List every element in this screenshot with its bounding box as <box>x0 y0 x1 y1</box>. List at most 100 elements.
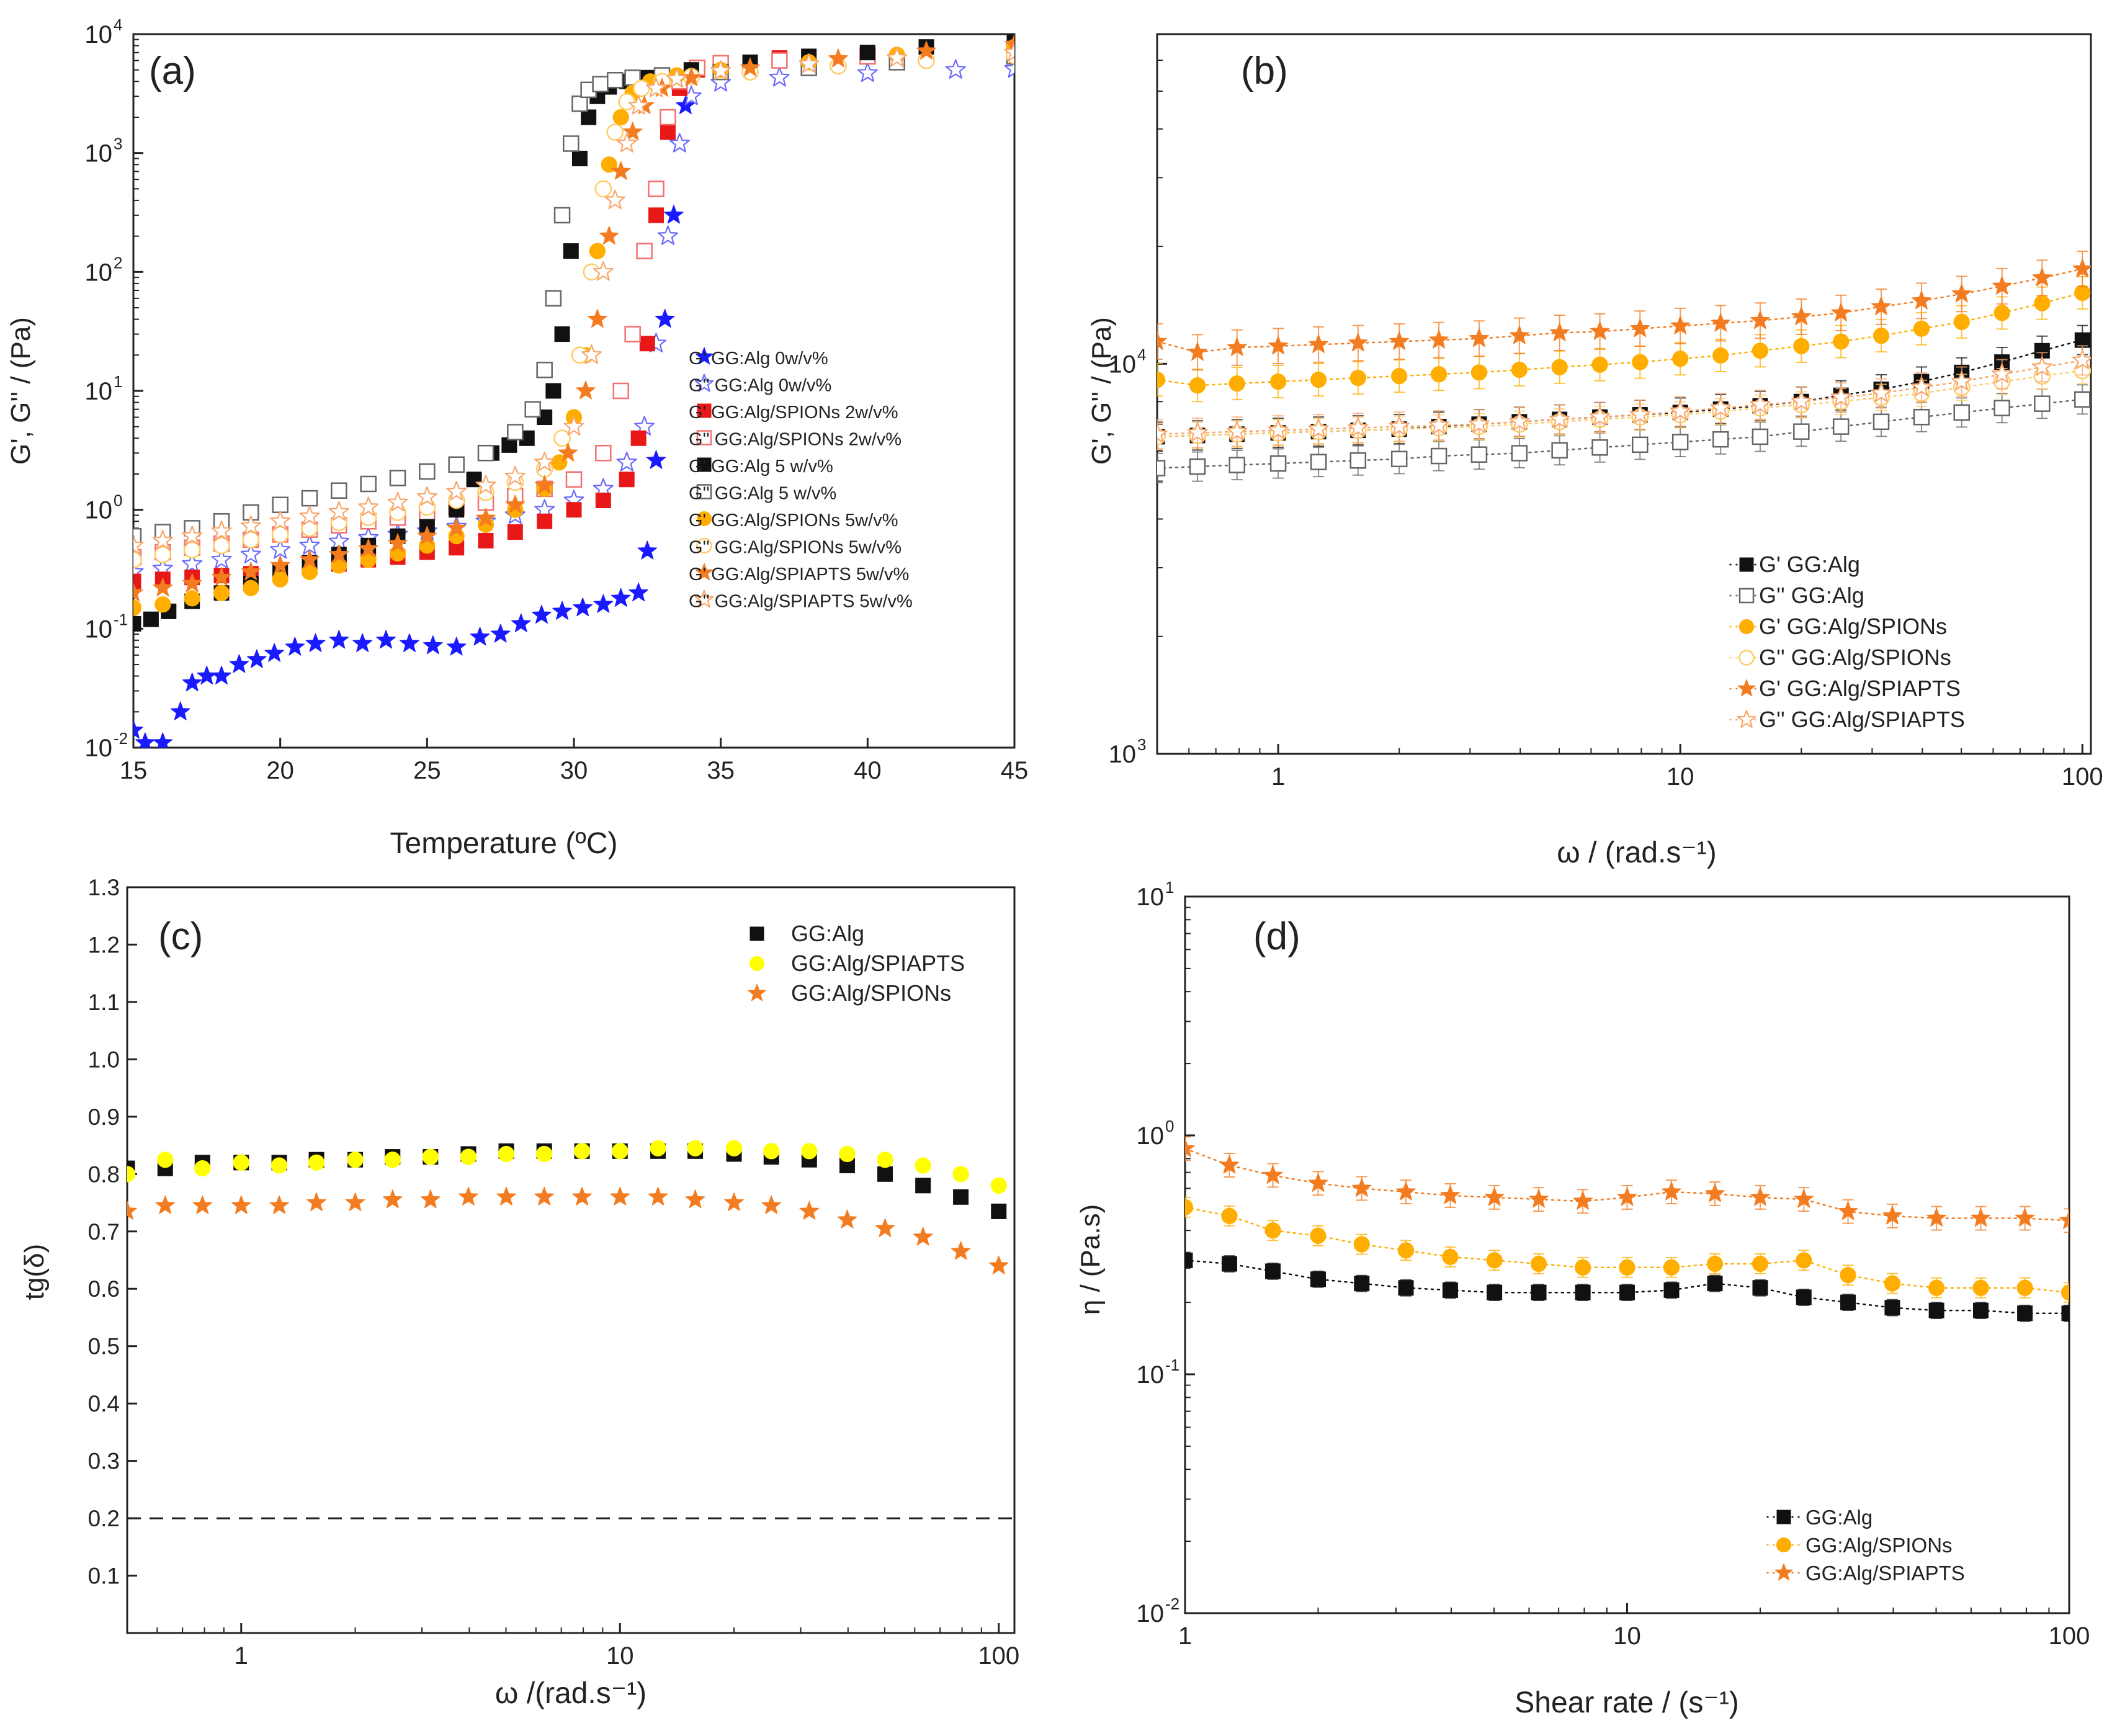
data-point <box>331 482 347 499</box>
data-point <box>133 615 141 632</box>
legend-label: GG:Alg/SPIONs <box>1805 1534 1953 1557</box>
data-point <box>1590 321 1610 340</box>
legend-marker <box>749 955 765 972</box>
legend-marker <box>1737 710 1756 728</box>
data-point <box>606 123 624 141</box>
data-point <box>536 1145 553 1163</box>
data-point <box>475 475 496 494</box>
data-point <box>213 537 230 555</box>
data-point <box>1228 457 1245 473</box>
legend-marker <box>696 484 712 499</box>
data-point <box>650 1140 666 1157</box>
data-point <box>599 225 619 245</box>
data-point <box>1884 1300 1900 1316</box>
data-point <box>389 470 406 486</box>
data-point <box>476 508 496 527</box>
data-point <box>1269 455 1287 472</box>
data-point <box>669 133 690 153</box>
data-point <box>771 52 788 69</box>
data-point <box>1670 315 1691 334</box>
data-point <box>2061 1284 2069 1301</box>
legend-label: GG:Alg/SPIAPTS <box>791 951 965 976</box>
data-point <box>1953 313 1970 331</box>
data-point <box>1470 446 1488 463</box>
y-tick-exponent: 4 <box>1137 345 1146 364</box>
legend-marker <box>1738 619 1755 635</box>
data-point <box>1354 1276 1370 1292</box>
data-point <box>507 524 523 540</box>
legend-marker <box>695 563 714 581</box>
data-point <box>1992 363 2013 383</box>
data-point <box>301 490 318 507</box>
data-point <box>155 1195 176 1214</box>
legend-marker <box>1774 1563 1793 1581</box>
data-point <box>2034 395 2051 412</box>
panel-letter: (d) <box>1253 915 1300 958</box>
data-point <box>233 1154 249 1171</box>
data-point <box>839 1145 856 1163</box>
data-point <box>1796 1252 1812 1269</box>
data-point <box>1351 1178 1372 1197</box>
data-point <box>133 551 142 569</box>
data-point <box>616 452 637 472</box>
data-point <box>376 630 396 649</box>
data-point <box>1189 377 1206 394</box>
data-point <box>687 1140 704 1157</box>
data-point <box>420 1189 441 1209</box>
y-axis-label: tg(δ) <box>19 1244 50 1300</box>
data-point <box>496 1186 516 1206</box>
data-point <box>1575 1259 1591 1276</box>
data-point <box>1389 416 1410 436</box>
y-axis-label: G', G'' / (Pa) <box>1086 317 1117 465</box>
data-point <box>769 67 790 87</box>
data-point <box>611 161 631 180</box>
y-tick-label: 0.6 <box>88 1276 120 1302</box>
legend-label: GG:Alg/SPIONs <box>791 980 951 1006</box>
legend-label: GG:Alg/SPIAPTS <box>1805 1562 1965 1585</box>
data-point <box>1662 1181 1681 1201</box>
data-point <box>211 548 232 569</box>
data-point <box>470 627 490 646</box>
y-tick-label: 0.8 <box>88 1161 120 1187</box>
data-point <box>240 515 261 535</box>
data-point <box>1972 1279 1989 1296</box>
y-tick-label: 10 <box>1137 1600 1165 1627</box>
x-tick-label: 100 <box>978 1642 1019 1670</box>
data-point <box>589 243 606 259</box>
data-point <box>1672 351 1689 367</box>
data-point <box>576 380 596 400</box>
data-point <box>633 79 650 97</box>
data-point <box>133 573 141 589</box>
data-point <box>246 649 267 668</box>
data-point <box>183 541 201 559</box>
data-point <box>648 1186 668 1206</box>
data-point <box>563 243 579 259</box>
data-point <box>581 109 597 125</box>
data-point <box>799 53 820 73</box>
data-point <box>988 1255 1009 1274</box>
data-point <box>329 630 349 649</box>
data-point <box>1663 1259 1680 1276</box>
data-point <box>1264 1222 1281 1239</box>
legend-label: G' GG:Alg 5 w/v% <box>689 457 833 477</box>
data-point <box>1222 1256 1238 1272</box>
data-point <box>916 40 936 60</box>
data-point <box>1926 1207 1946 1227</box>
data-point <box>1575 1284 1591 1300</box>
data-point <box>660 109 676 126</box>
data-point <box>423 635 443 655</box>
data-point <box>1750 1187 1770 1206</box>
data-point <box>490 624 511 643</box>
data-point <box>553 207 571 224</box>
data-point <box>1928 1279 1945 1296</box>
data-point <box>1511 445 1528 462</box>
legend-label: G'' GG:Alg/SPIAPTS <box>1759 707 1965 732</box>
data-point <box>618 93 636 110</box>
data-point <box>630 430 647 446</box>
y-axis-label: G', G'' / (Pa) <box>6 317 36 465</box>
data-point <box>612 109 629 126</box>
y-tick-exponent: 4 <box>114 16 122 34</box>
data-point <box>877 1152 893 1168</box>
data-point <box>264 643 285 662</box>
legend-marker <box>696 537 712 554</box>
